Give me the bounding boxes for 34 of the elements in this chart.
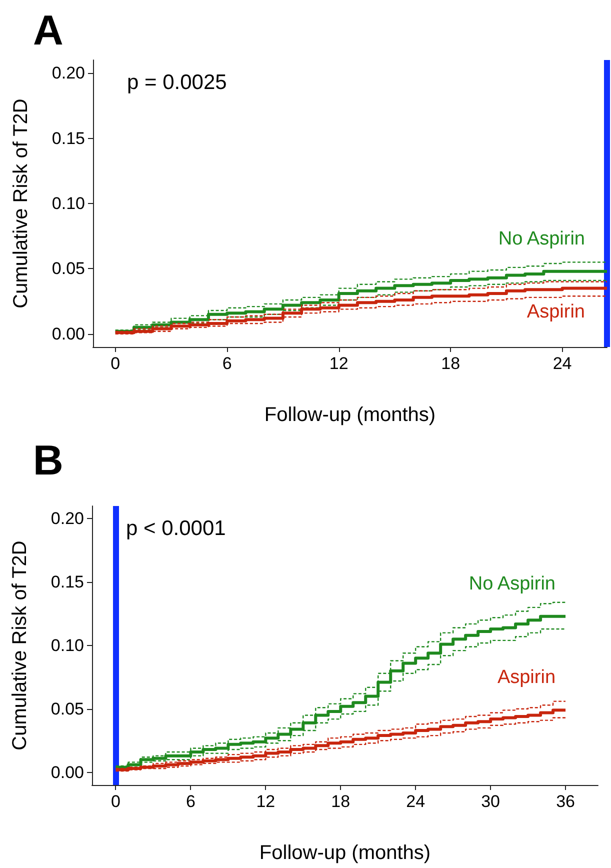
- x-axis-title: Follow-up (months): [259, 842, 431, 864]
- x-tick-label: 24: [552, 354, 572, 373]
- y-tick-label: 0.05: [50, 699, 84, 718]
- x-tick-label: 12: [256, 792, 276, 811]
- y-tick-label: 0.00: [50, 762, 84, 782]
- annotation: p = 0.0025: [127, 71, 227, 94]
- y-tick-label: 0.20: [50, 509, 84, 528]
- series-label: No Aspirin: [498, 228, 585, 250]
- y-tick-label: 0.20: [52, 64, 85, 83]
- annotation: p < 0.0001: [126, 517, 226, 540]
- series-label: Aspirin: [526, 301, 585, 322]
- chart-title: B: [33, 436, 64, 484]
- x-tick-label: 30: [481, 792, 500, 811]
- y-tick-label: 0.15: [50, 572, 84, 592]
- x-tick-label: 18: [441, 354, 460, 373]
- x-tick-label: 18: [331, 792, 350, 811]
- y-tick-label: 0.00: [52, 324, 85, 344]
- y-axis-title: Cumulative Risk of T2D: [9, 540, 31, 750]
- y-tick-label: 0.10: [50, 636, 84, 655]
- x-tick-label: 24: [406, 792, 426, 811]
- y-tick-label: 0.10: [52, 194, 85, 213]
- chart-title: A: [33, 6, 64, 54]
- x-tick-label: 36: [556, 792, 575, 811]
- y-tick-label: 0.15: [52, 128, 85, 148]
- y-tick-label: 0.05: [52, 259, 85, 278]
- x-tick-label: 6: [186, 792, 196, 811]
- y-axis-title: Cumulative Risk of T2D: [10, 98, 32, 308]
- x-axis-title: Follow-up (months): [264, 404, 436, 426]
- x-tick-label: 0: [111, 792, 120, 811]
- series-label: Aspirin: [497, 667, 556, 688]
- x-tick-label: 0: [110, 354, 120, 373]
- x-tick-label: 12: [329, 354, 348, 373]
- x-tick-label: 6: [222, 354, 232, 373]
- series-label: No Aspirin: [468, 573, 556, 594]
